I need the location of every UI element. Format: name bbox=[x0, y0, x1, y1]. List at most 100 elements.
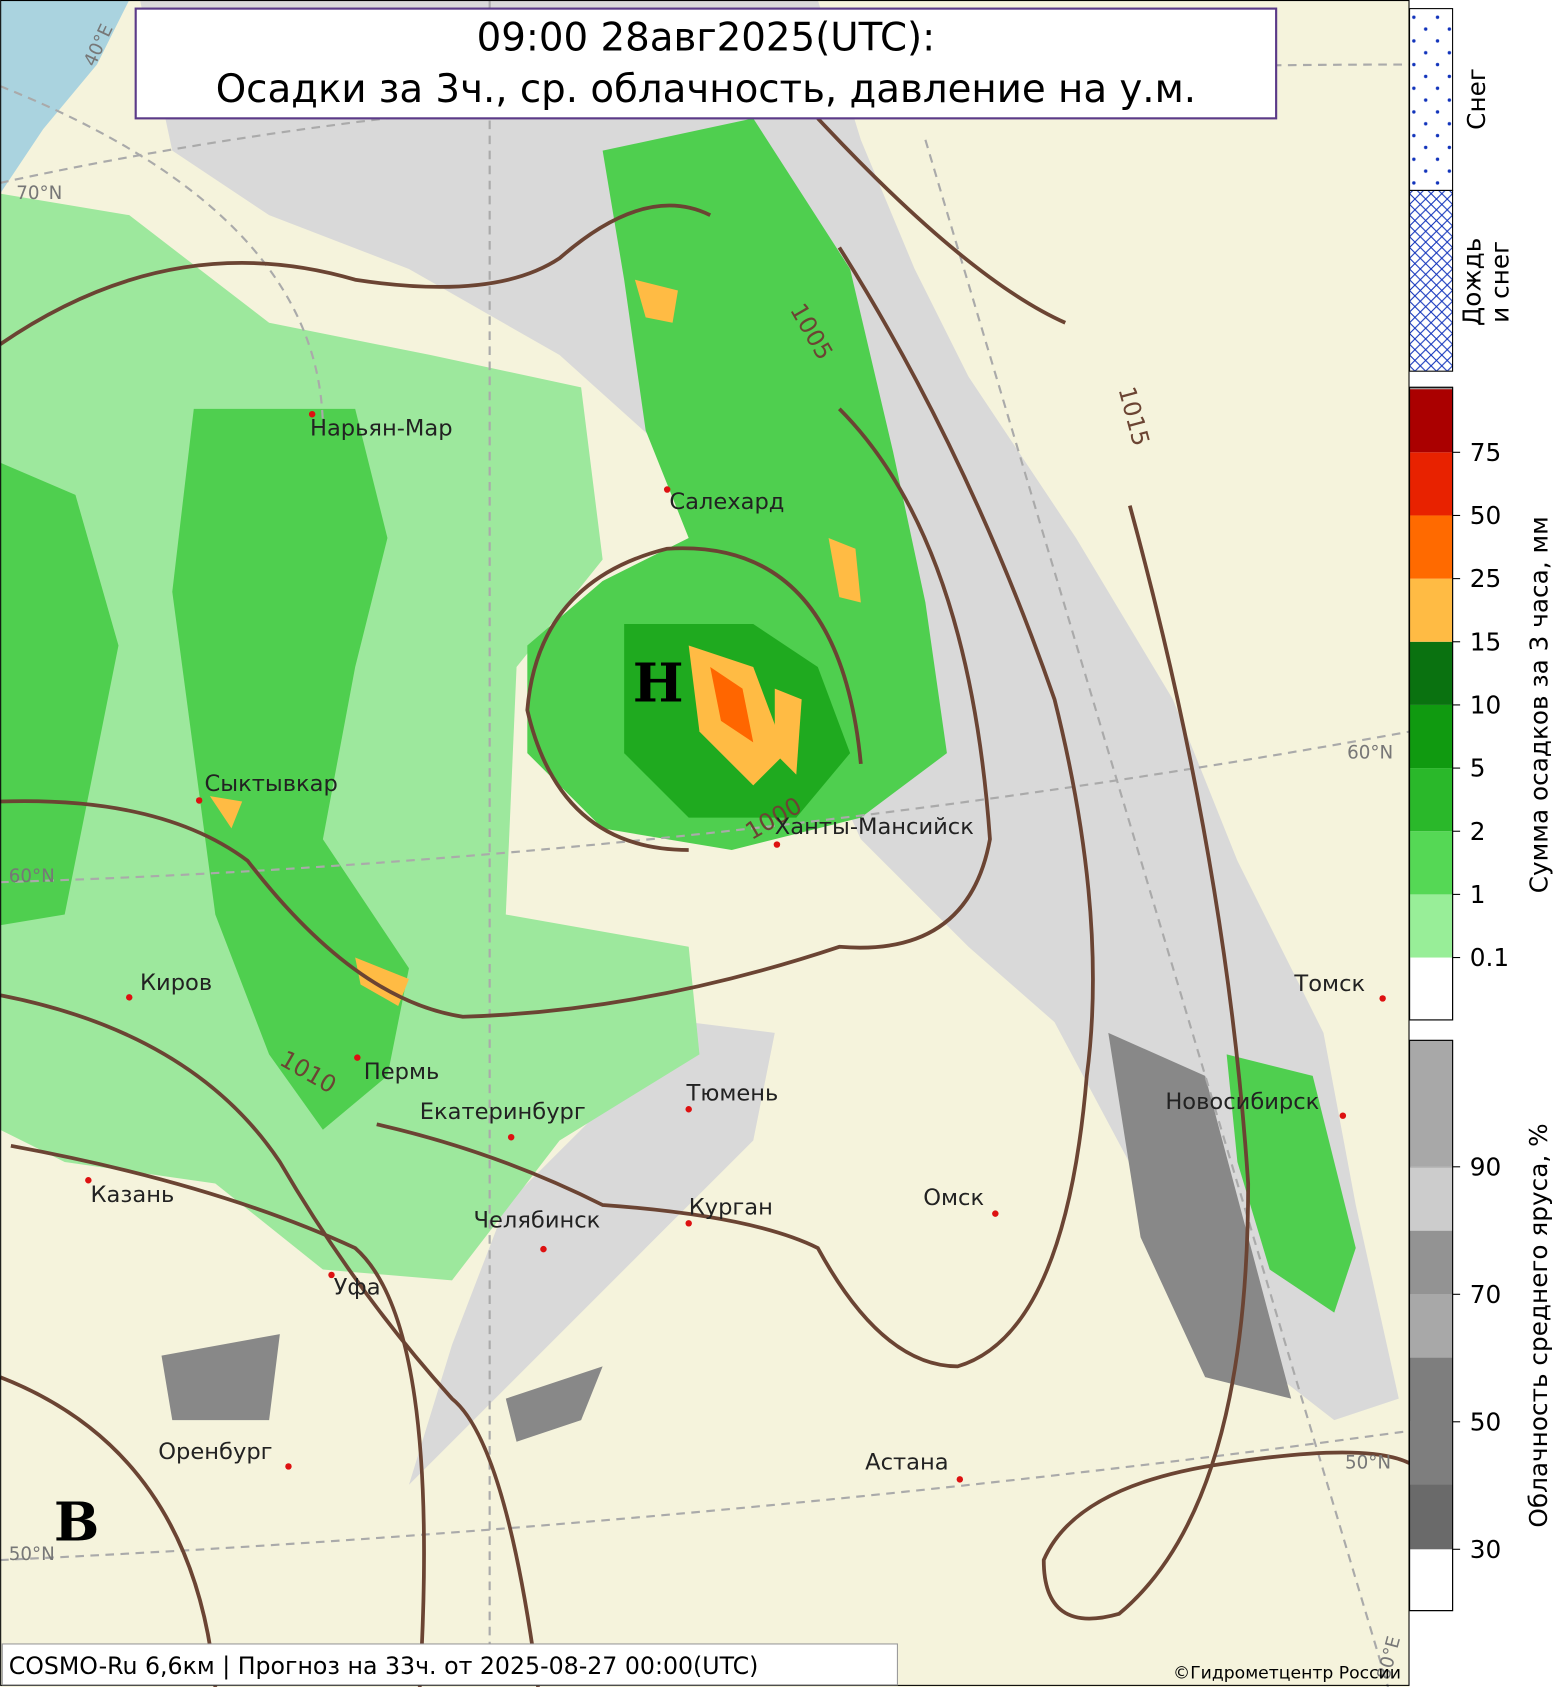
city-dot bbox=[1379, 995, 1386, 1002]
grid-line bbox=[0, 85, 324, 431]
isobar bbox=[525, 546, 863, 852]
city-label: Сыктывкар bbox=[205, 771, 338, 797]
colorbar-tick-label: 10 bbox=[1470, 691, 1501, 720]
city-dot bbox=[285, 1463, 292, 1470]
colorbar-band bbox=[1409, 768, 1453, 832]
cloud-area bbox=[139, 0, 1399, 1421]
city-dot bbox=[308, 410, 316, 418]
colorbar-label: Сумма осадков за 3 часа, мм bbox=[1524, 516, 1553, 893]
isobar bbox=[0, 203, 712, 346]
colorbar-tick-label: 50 bbox=[1470, 1407, 1501, 1436]
city-dot bbox=[992, 1210, 999, 1217]
isobar bbox=[0, 1375, 218, 1687]
colorbar-band bbox=[1410, 1294, 1453, 1358]
precip-area bbox=[0, 193, 700, 1281]
city-label: Новосибирск bbox=[1165, 1089, 1319, 1115]
colorbar-tick-label: 75 bbox=[1470, 438, 1501, 467]
city-dot bbox=[328, 1271, 335, 1279]
isobar bbox=[0, 993, 540, 1687]
city-label: Тюмень bbox=[686, 1081, 779, 1107]
model-info: COSMO-Ru 6,6км | Прогноз на 33ч. от 2025… bbox=[9, 1652, 759, 1680]
colorbar-label: Облачность среднего яруса, % bbox=[1524, 1123, 1553, 1527]
colorbar-band bbox=[1409, 578, 1453, 642]
colorbar-frame bbox=[1409, 1039, 1454, 1612]
city-label: Уфа bbox=[334, 1274, 381, 1300]
rain-snow-swatch bbox=[1409, 189, 1454, 372]
city-label: Казань bbox=[91, 1182, 175, 1208]
cloud-area bbox=[505, 1366, 603, 1442]
colorbar-band bbox=[1409, 831, 1453, 895]
precip-area bbox=[209, 796, 243, 829]
colorbar-band bbox=[1410, 1421, 1453, 1485]
colorbar-band bbox=[1409, 389, 1453, 453]
grid-line bbox=[924, 139, 1390, 1687]
city-dot bbox=[685, 1106, 692, 1113]
city-label: Нарьян-Мар bbox=[310, 416, 453, 442]
low-center: Н bbox=[633, 650, 684, 714]
isobar bbox=[0, 407, 992, 1019]
precip-area bbox=[828, 537, 861, 603]
colorbar-tick-label: 5 bbox=[1470, 754, 1486, 783]
legend-label: Дождь bbox=[1458, 238, 1487, 326]
colorbar-tick-label: 2 bbox=[1470, 817, 1486, 846]
grid-label: 50°N bbox=[9, 1544, 55, 1565]
cloud-area bbox=[161, 1334, 280, 1421]
colorbar-band bbox=[1410, 1167, 1453, 1231]
grid-label: 60°N bbox=[9, 866, 55, 887]
city-dot bbox=[1339, 1112, 1347, 1119]
city-label: Томск bbox=[1293, 971, 1365, 997]
precip-area bbox=[0, 462, 119, 926]
city-label: Пермь bbox=[364, 1059, 440, 1085]
title-line: Осадки за 3ч., ср. облачность, давление … bbox=[216, 67, 1196, 112]
city-dot bbox=[85, 1177, 92, 1184]
colorbar-tick-label: 50 bbox=[1470, 501, 1501, 530]
colorbar-tick-label: 0.1 bbox=[1470, 943, 1509, 972]
city-label: Ханты-Мансийск bbox=[775, 814, 974, 840]
precip-area bbox=[172, 408, 409, 1130]
legend-label: и снег bbox=[1486, 241, 1515, 323]
precip-area bbox=[774, 688, 802, 775]
isobar bbox=[816, 117, 1067, 325]
title-line: 09:00 28авг2025(UTC): bbox=[477, 16, 936, 61]
snow-swatch bbox=[1409, 8, 1454, 191]
colorbar-band bbox=[1409, 704, 1453, 769]
colorbar-tick-label: 15 bbox=[1470, 627, 1501, 656]
cloud-area bbox=[408, 1022, 775, 1485]
precip-area bbox=[634, 279, 678, 323]
city-label: Оренбург bbox=[158, 1439, 272, 1465]
map-area: 1005 1015 1000 1010 40°E 70°N 60°N 60°N … bbox=[0, 0, 1410, 1687]
city-dot bbox=[540, 1245, 547, 1253]
city-label: Астана bbox=[865, 1450, 948, 1476]
city-dot bbox=[685, 1220, 692, 1227]
city-label: Киров bbox=[140, 970, 212, 996]
copyright: ©Гидрометцентр России bbox=[1173, 1663, 1401, 1683]
colorbar-band bbox=[1409, 641, 1453, 705]
colorbar-tick-label: 25 bbox=[1470, 564, 1501, 593]
high-center: В bbox=[54, 1490, 99, 1554]
city-dot bbox=[956, 1476, 964, 1483]
city-label: Челябинск bbox=[474, 1208, 601, 1234]
footer-box bbox=[1, 1643, 898, 1686]
city-dot bbox=[354, 1054, 361, 1061]
colorbar-band bbox=[1409, 387, 1453, 390]
colorbar-tick-label: 1 bbox=[1470, 880, 1486, 909]
colorbar-tick-label: 70 bbox=[1470, 1280, 1501, 1309]
isobar bbox=[376, 246, 1095, 1369]
city-dot bbox=[773, 841, 781, 848]
city-layer: Нарьян-Мар Салехард Сыктывкар Ханты-Мансийс… bbox=[85, 410, 1386, 1483]
colorbar-frame bbox=[1409, 386, 1454, 1021]
colorbar-band bbox=[1409, 452, 1453, 516]
precip-area bbox=[710, 667, 754, 743]
cloud-area bbox=[1108, 1032, 1292, 1399]
city-label: Екатеринбург bbox=[420, 1099, 586, 1125]
grid-label: 50°N bbox=[1345, 1453, 1391, 1474]
city-dot bbox=[507, 1133, 515, 1141]
isobar bbox=[10, 1143, 426, 1687]
title-box bbox=[134, 7, 1278, 120]
grid-label: 70°N bbox=[16, 183, 62, 204]
city-label: Салехард bbox=[669, 489, 784, 515]
colorbar-band bbox=[1409, 894, 1453, 958]
colorbar-tick-label: 30 bbox=[1470, 1535, 1501, 1564]
